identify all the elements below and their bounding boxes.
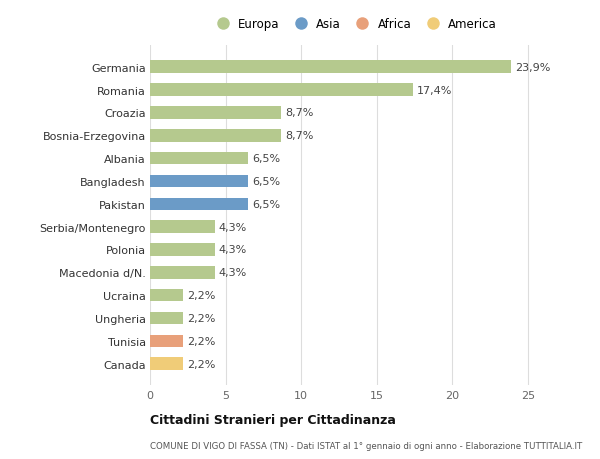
- Text: Cittadini Stranieri per Cittadinanza: Cittadini Stranieri per Cittadinanza: [150, 413, 396, 426]
- Bar: [150, 152, 248, 165]
- Bar: [150, 221, 215, 233]
- Legend: Europa, Asia, Africa, America: Europa, Asia, Africa, America: [211, 18, 497, 31]
- Text: 17,4%: 17,4%: [417, 85, 452, 95]
- Bar: [150, 266, 215, 279]
- Bar: [150, 175, 248, 188]
- Text: 8,7%: 8,7%: [285, 131, 314, 141]
- Bar: [150, 312, 183, 325]
- Bar: [150, 335, 183, 347]
- Text: 2,2%: 2,2%: [187, 291, 215, 301]
- Text: 6,5%: 6,5%: [252, 199, 280, 209]
- Bar: [150, 289, 183, 302]
- Bar: [150, 198, 248, 211]
- Bar: [150, 62, 511, 74]
- Bar: [150, 130, 281, 142]
- Text: 23,9%: 23,9%: [515, 62, 550, 73]
- Text: 4,3%: 4,3%: [219, 268, 247, 278]
- Text: 6,5%: 6,5%: [252, 154, 280, 164]
- Text: 2,2%: 2,2%: [187, 336, 215, 346]
- Bar: [150, 358, 183, 370]
- Text: 8,7%: 8,7%: [285, 108, 314, 118]
- Text: 2,2%: 2,2%: [187, 313, 215, 323]
- Text: 6,5%: 6,5%: [252, 177, 280, 186]
- Text: COMUNE DI VIGO DI FASSA (TN) - Dati ISTAT al 1° gennaio di ogni anno - Elaborazi: COMUNE DI VIGO DI FASSA (TN) - Dati ISTA…: [150, 441, 582, 450]
- Bar: [150, 244, 215, 256]
- Text: 4,3%: 4,3%: [219, 222, 247, 232]
- Text: 4,3%: 4,3%: [219, 245, 247, 255]
- Text: 2,2%: 2,2%: [187, 359, 215, 369]
- Bar: [150, 107, 281, 119]
- Bar: [150, 84, 413, 97]
